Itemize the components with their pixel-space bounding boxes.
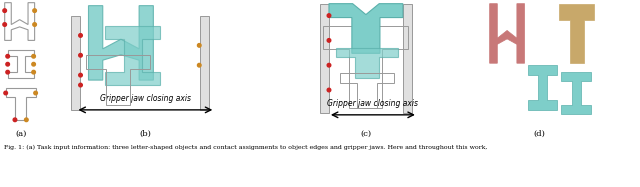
Text: (c): (c) bbox=[360, 130, 371, 138]
Circle shape bbox=[327, 63, 331, 67]
Circle shape bbox=[4, 91, 8, 95]
Circle shape bbox=[34, 91, 37, 95]
Polygon shape bbox=[561, 72, 591, 114]
Bar bbox=[70, 16, 79, 110]
Circle shape bbox=[327, 14, 331, 17]
Circle shape bbox=[13, 118, 17, 122]
Bar bbox=[200, 16, 209, 110]
Polygon shape bbox=[336, 48, 398, 78]
Text: (a): (a) bbox=[15, 130, 26, 138]
Circle shape bbox=[24, 118, 28, 122]
Text: Gripper jaw closing axis: Gripper jaw closing axis bbox=[100, 94, 191, 103]
Text: (d): (d) bbox=[534, 130, 545, 138]
Polygon shape bbox=[106, 25, 161, 85]
Circle shape bbox=[327, 39, 331, 42]
Polygon shape bbox=[527, 65, 557, 110]
Circle shape bbox=[79, 73, 83, 77]
Circle shape bbox=[32, 70, 35, 74]
Circle shape bbox=[6, 70, 10, 74]
Text: Gripper jaw closing axis: Gripper jaw closing axis bbox=[328, 99, 419, 108]
Circle shape bbox=[79, 34, 83, 37]
Circle shape bbox=[3, 23, 6, 26]
Text: Fig. 1: (a) Task input information: three letter-shaped objects and contact assi: Fig. 1: (a) Task input information: thre… bbox=[4, 145, 487, 150]
Circle shape bbox=[79, 83, 83, 87]
Circle shape bbox=[33, 9, 36, 12]
Circle shape bbox=[3, 9, 6, 12]
Polygon shape bbox=[88, 6, 154, 80]
Circle shape bbox=[6, 54, 10, 58]
Circle shape bbox=[198, 63, 201, 67]
Circle shape bbox=[327, 88, 331, 92]
Circle shape bbox=[79, 53, 83, 57]
Circle shape bbox=[6, 62, 10, 66]
Polygon shape bbox=[559, 4, 595, 63]
Bar bbox=[403, 4, 412, 113]
Circle shape bbox=[198, 44, 201, 47]
Bar bbox=[320, 4, 329, 113]
Circle shape bbox=[33, 23, 36, 26]
Text: (b): (b) bbox=[140, 130, 151, 138]
Polygon shape bbox=[490, 4, 525, 63]
Polygon shape bbox=[329, 4, 403, 53]
Circle shape bbox=[32, 62, 35, 66]
Circle shape bbox=[32, 54, 35, 58]
